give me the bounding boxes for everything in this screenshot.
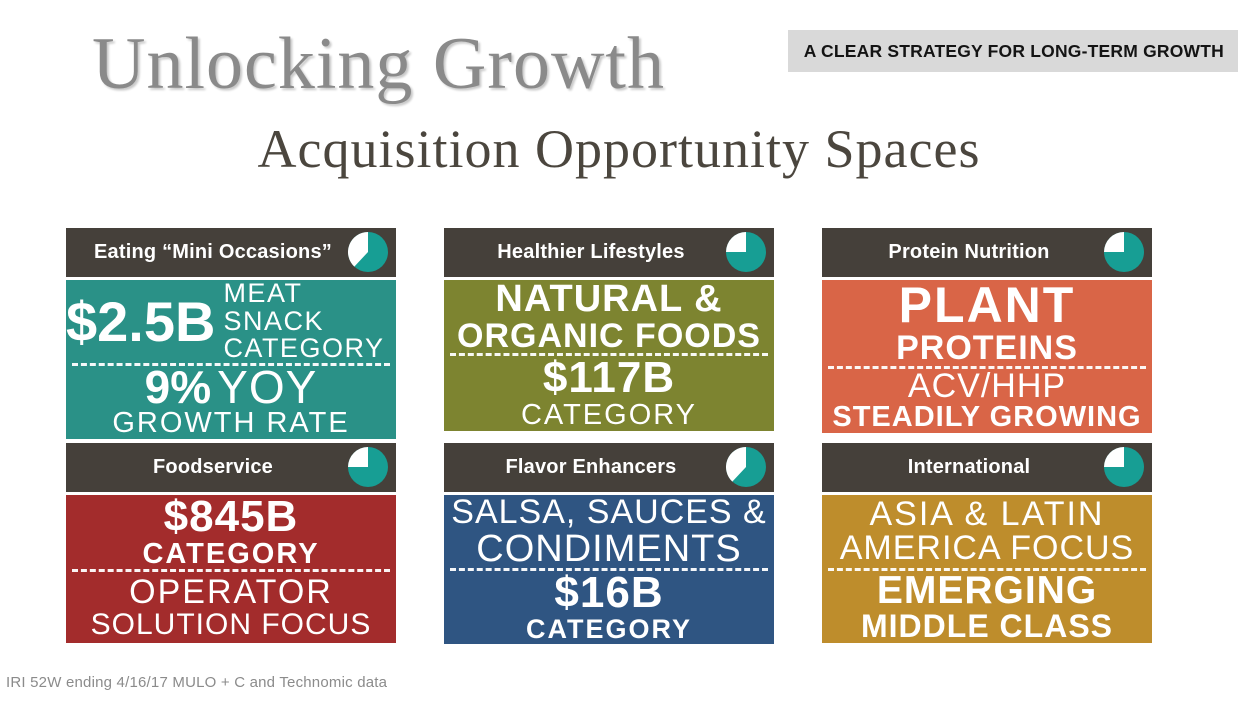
card-bottom-section: ACV/HHP STEADILY GROWING — [832, 366, 1142, 434]
strategy-banner: A CLEAR STRATEGY FOR LONG-TERM GROWTH — [787, 30, 1238, 72]
dashed-divider — [72, 362, 390, 366]
card-flavor-enhancers: Flavor Enhancers SALSA, SAUCES & CONDIME… — [444, 443, 774, 644]
card-healthier-lifestyles: Healthier Lifestyles NATURAL & ORGANIC F… — [444, 228, 774, 431]
card-bottom-section: $16B CATEGORY — [525, 568, 692, 645]
pie-chart-icon — [348, 232, 388, 272]
card-top-section: ASIA & LATIN AMERICA FOCUS — [839, 494, 1135, 568]
card-bottom-section: 9% YOY GROWTH RATE — [66, 360, 396, 440]
card-body: NATURAL & ORGANIC FOODS $117B CATEGORY — [444, 280, 774, 431]
card-top-section: PLANT PROTEINS — [896, 277, 1078, 367]
dashed-divider — [450, 568, 768, 572]
card-top-section: SALSA, SAUCES & CONDIMENTS — [451, 493, 767, 570]
card-title: Flavor Enhancers — [505, 456, 677, 478]
category-value-label: MEAT SNACK CATEGORY — [223, 278, 385, 364]
dashed-divider — [828, 567, 1146, 571]
card-header: International — [822, 443, 1152, 492]
growth-sublabel: GROWTH RATE — [112, 407, 350, 440]
growth-value: 9% — [144, 360, 212, 413]
card-bottom-section: OPERATOR SOLUTION FOCUS — [90, 573, 372, 641]
card-protein-nutrition: Protein Nutrition PLANT PROTEINS ACV/HHP… — [822, 228, 1152, 433]
card-body: SALSA, SAUCES & CONDIMENTS $16B CATEGORY — [444, 495, 774, 644]
card-international: International ASIA & LATIN AMERICA FOCUS… — [822, 443, 1152, 643]
card-header: Healthier Lifestyles — [444, 228, 774, 277]
pie-chart-icon — [726, 232, 766, 272]
pie-chart-icon — [1104, 447, 1144, 487]
dashed-divider — [828, 365, 1146, 369]
card-header: Foodservice — [66, 443, 396, 492]
pie-chart-icon — [726, 447, 766, 487]
card-top-section: $845B CATEGORY — [142, 492, 320, 570]
card-title: Protein Nutrition — [888, 241, 1050, 263]
card-body: $845B CATEGORY OPERATOR SOLUTION FOCUS — [66, 492, 396, 643]
card-header: Eating “Mini Occasions” — [66, 228, 396, 277]
card-bottom-section: EMERGING MIDDLE CLASS — [861, 568, 1113, 645]
card-body: ASIA & LATIN AMERICA FOCUS EMERGING MIDD… — [822, 495, 1152, 643]
pie-chart-icon — [348, 447, 388, 487]
growth-label: YOY — [217, 360, 318, 413]
pie-chart-icon — [1104, 232, 1144, 272]
card-title: Healthier Lifestyles — [497, 241, 685, 263]
card-title: International — [907, 456, 1031, 478]
card-title: Foodservice — [152, 456, 274, 478]
source-note: IRI 52W ending 4/16/17 MULO + C and Tech… — [6, 674, 388, 691]
opportunity-cards-grid: Eating “Mini Occasions” $2.5B MEAT SNACK… — [66, 228, 1152, 644]
page-subtitle: Acquisition Opportunity Spaces — [257, 119, 981, 179]
dashed-divider — [72, 569, 390, 573]
card-top-section: NATURAL & ORGANIC FOODS — [457, 278, 761, 355]
category-value: $2.5B — [66, 289, 216, 353]
card-header: Flavor Enhancers — [444, 443, 774, 492]
card-top-section: $2.5B MEAT SNACK CATEGORY — [66, 278, 396, 364]
card-header: Protein Nutrition — [822, 228, 1152, 277]
card-eating-mini-occasions: Eating “Mini Occasions” $2.5B MEAT SNACK… — [66, 228, 396, 439]
card-title: Eating “Mini Occasions” — [94, 241, 332, 263]
dashed-divider — [450, 353, 768, 357]
card-foodservice: Foodservice $845B CATEGORY OPERATOR SOLU… — [66, 443, 396, 643]
card-body: $2.5B MEAT SNACK CATEGORY 9% YOY GROWTH … — [66, 278, 396, 440]
page-title: Unlocking Growth — [92, 23, 665, 105]
card-bottom-section: $117B CATEGORY — [520, 353, 698, 432]
card-body: PLANT PROTEINS ACV/HHP STEADILY GROWING — [822, 280, 1152, 433]
